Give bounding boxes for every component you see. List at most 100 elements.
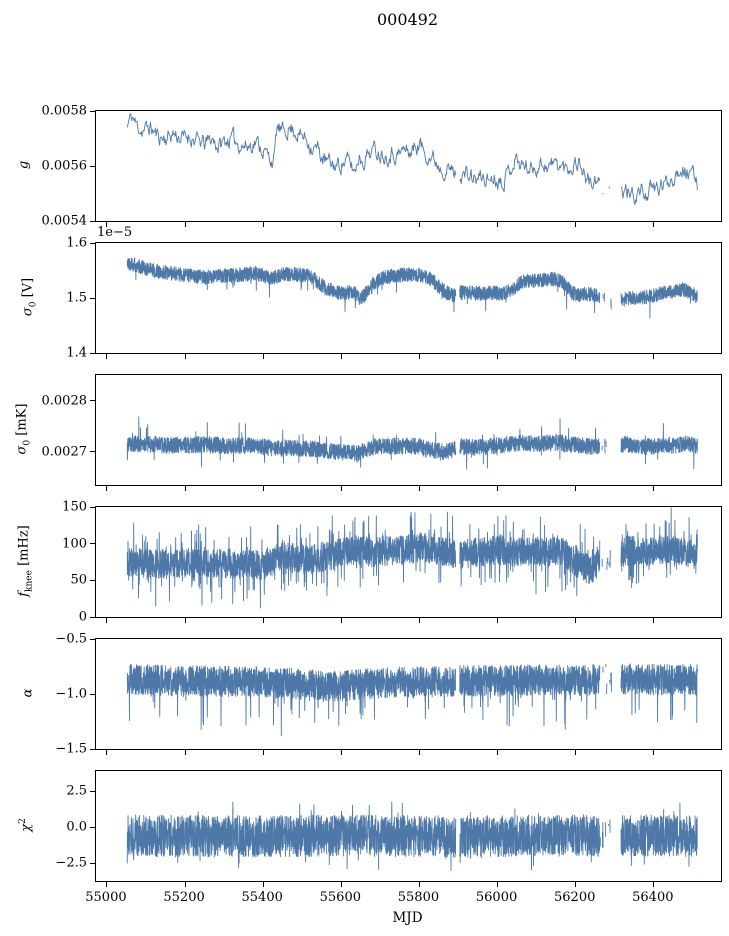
- x-tick-mark: [575, 354, 577, 359]
- y-tick-label: −0.5: [55, 631, 87, 647]
- y-tick-mark: [90, 451, 95, 453]
- y-tick-mark: [90, 400, 95, 402]
- y-axis-label-fknee: fknee [mHz]: [16, 525, 35, 597]
- x-tick-mark: [418, 750, 420, 755]
- series-line: [620, 802, 698, 867]
- x-tick-mark: [106, 486, 108, 491]
- series-line: [620, 282, 698, 319]
- x-tick-mark: [575, 222, 577, 227]
- x-tick-label: 56000: [475, 890, 518, 905]
- x-tick-mark: [184, 486, 186, 491]
- series-line: [459, 418, 601, 470]
- subplot-fknee: 150 100 50 0: [0, 501, 729, 638]
- x-tick-mark: [575, 618, 577, 623]
- y-tick-mark: [90, 297, 95, 299]
- subplot-g: 0.0058 0.0056 0.0054: [0, 105, 729, 242]
- x-tick-label: 56400: [632, 890, 674, 905]
- y-tick-label: −1.0: [55, 686, 87, 702]
- plot-frame: [95, 374, 722, 486]
- x-tick-mark: [340, 222, 342, 227]
- y-tick-mark: [90, 579, 95, 581]
- x-tick-mark: [184, 750, 186, 755]
- x-tick-mark: [106, 618, 108, 623]
- x-tick-mark: [340, 750, 342, 755]
- x-tick-mark: [653, 486, 655, 491]
- x-tick-label: 55800: [397, 890, 440, 905]
- series-line: [126, 113, 457, 182]
- x-tick-mark: [497, 750, 499, 755]
- x-tick-mark: [340, 882, 342, 887]
- series-line: [608, 186, 611, 189]
- series-line: [459, 808, 601, 871]
- y-tick-mark: [90, 693, 95, 695]
- x-tick-mark: [184, 882, 186, 887]
- x-axis-label: MJD: [392, 910, 423, 926]
- y-tick-mark: [90, 352, 95, 354]
- y-axis-label-alpha: α: [20, 688, 36, 698]
- x-tick-mark: [653, 750, 655, 755]
- x-tick-mark: [497, 354, 499, 359]
- series-sigma0_V: [126, 257, 698, 319]
- x-tick-mark: [418, 354, 420, 359]
- x-tick-mark: [262, 750, 264, 755]
- series-line: [126, 511, 457, 609]
- x-tick-mark: [106, 354, 108, 359]
- y-tick-label: 1.5: [66, 290, 87, 306]
- series-line: [602, 193, 604, 195]
- series-line: [126, 416, 457, 468]
- x-tick-mark: [497, 882, 499, 887]
- x-tick-mark: [262, 354, 264, 359]
- y-tick-mark: [90, 790, 95, 792]
- series-line: [126, 801, 457, 871]
- x-tick-mark: [340, 618, 342, 623]
- y-tick-label: −1.5: [55, 741, 87, 757]
- y-tick-mark: [90, 220, 95, 222]
- x-tick-mark: [262, 882, 264, 887]
- x-tick-mark: [575, 882, 577, 887]
- y-tick-mark: [90, 826, 95, 828]
- x-tick-mark: [653, 882, 655, 887]
- x-tick-mark: [418, 486, 420, 491]
- x-tick-mark: [497, 222, 499, 227]
- y-tick-mark: [90, 748, 95, 750]
- subplot-alpha: −0.5 −1.0 −1.5: [0, 633, 729, 770]
- y-tick-label: 2.5: [66, 783, 87, 799]
- y-tick-label: 50: [70, 572, 87, 588]
- series-line: [459, 271, 601, 314]
- series-chi2: [126, 801, 698, 871]
- x-tick-mark: [106, 222, 108, 227]
- y-tick-mark: [90, 543, 95, 545]
- y-tick-label: 1.6: [66, 235, 87, 251]
- y-tick-label: 0.0058: [41, 103, 88, 119]
- y-tick-label: 0.0027: [41, 444, 88, 460]
- x-tick-mark: [184, 222, 186, 227]
- x-tick-mark: [418, 618, 420, 623]
- series-line: [459, 515, 601, 597]
- plot-frame: [95, 110, 722, 222]
- y-tick-label: 0.0054: [41, 213, 88, 229]
- chart-title: 000492: [376, 10, 439, 29]
- x-tick-mark: [418, 882, 420, 887]
- subplot-sigma0-mk: 0.0028 0.0027: [0, 374, 729, 506]
- y-tick-mark: [90, 638, 95, 640]
- x-tick-mark: [575, 486, 577, 491]
- y-tick-label: 150: [62, 499, 87, 515]
- y-axis-label-sigma0-mk: σ0 [mK]: [14, 403, 33, 455]
- series-line: [459, 153, 601, 193]
- y-tick-label: 0.0056: [41, 158, 88, 174]
- y-tick-label: 100: [62, 536, 87, 552]
- y-tick-mark: [90, 110, 95, 112]
- y-tick-label: 0.0028: [41, 393, 88, 409]
- series-line: [126, 664, 457, 737]
- plot-frame: [95, 242, 722, 354]
- series-sigma0_mK: [126, 416, 698, 470]
- x-tick-mark: [653, 222, 655, 227]
- subplot-chi2: 2.5 0.0 −2.5: [0, 770, 729, 902]
- x-tick-mark: [106, 882, 108, 887]
- x-tick-mark: [418, 222, 420, 227]
- y-tick-mark: [90, 242, 95, 244]
- series-line: [620, 507, 698, 588]
- subplot-sigma0-v: 1.6 1.5 1.4: [0, 237, 729, 374]
- series-line: [126, 257, 457, 313]
